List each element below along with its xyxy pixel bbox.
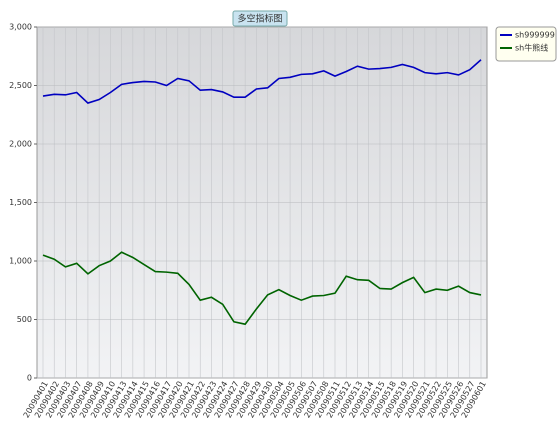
y-tick-label: 2,500 [9, 81, 32, 90]
series-line [42, 251, 482, 326]
legend-label: sh牛熊线 [515, 43, 548, 53]
y-tick-label: 500 [17, 315, 32, 324]
series-line [42, 59, 482, 104]
title-box [232, 10, 288, 27]
y-tick-label: 2,000 [9, 140, 32, 149]
y-tick-label: 0 [27, 374, 32, 383]
legend-label: sh999999 [515, 31, 555, 40]
y-tick-label: 1,000 [9, 257, 32, 266]
chart-title: 多空指标图 [237, 13, 282, 25]
y-tick-label: 3,000 [9, 23, 32, 32]
y-tick-label: 1,500 [9, 198, 32, 207]
